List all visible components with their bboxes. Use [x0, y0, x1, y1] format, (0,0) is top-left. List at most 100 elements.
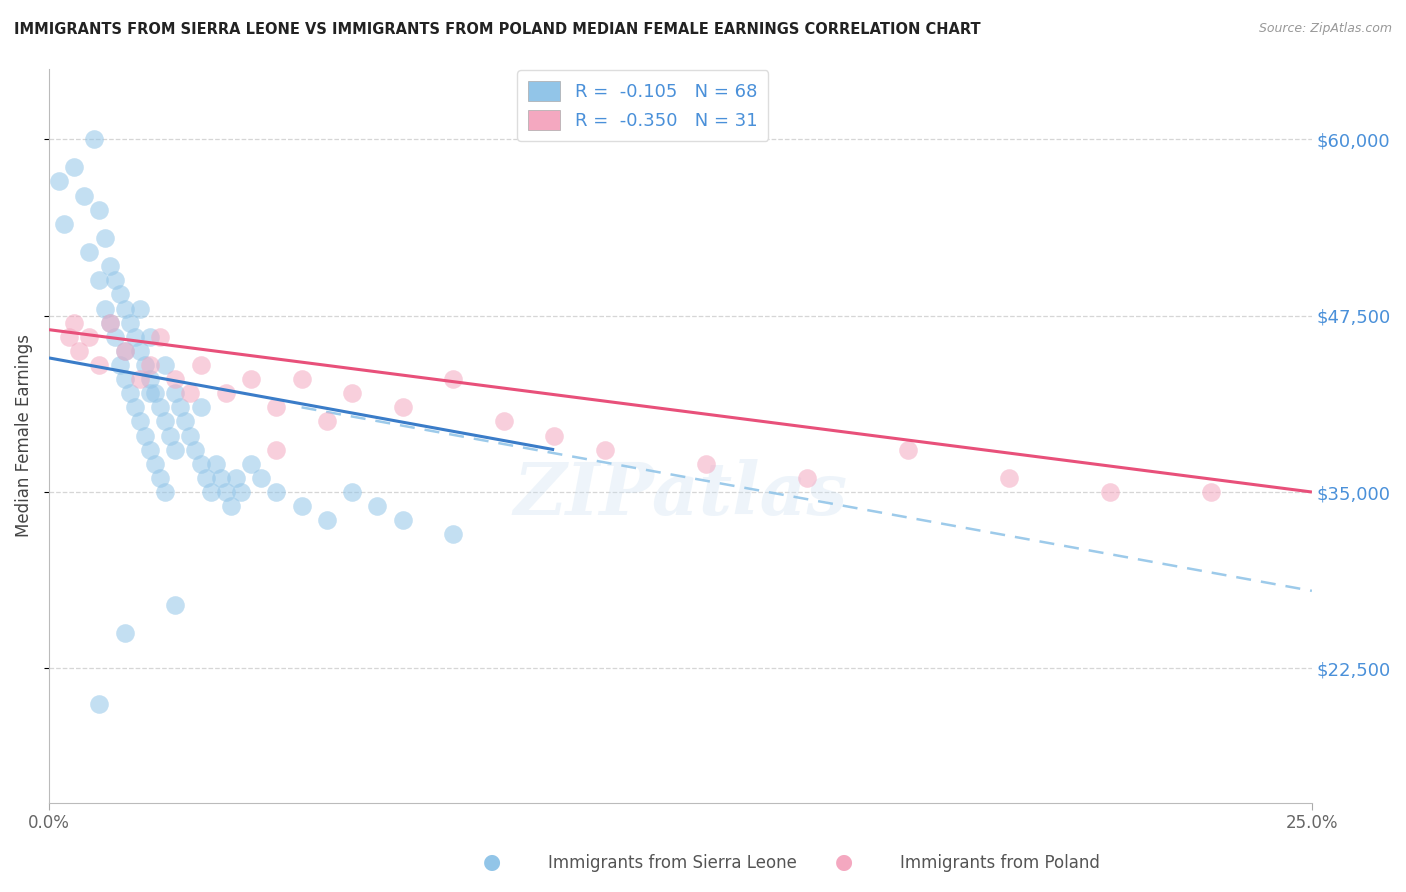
Point — [153, 414, 176, 428]
Point — [48, 174, 70, 188]
Point — [153, 485, 176, 500]
Point — [340, 485, 363, 500]
Point — [315, 513, 337, 527]
Point — [93, 301, 115, 316]
Point — [63, 316, 86, 330]
Point — [143, 457, 166, 471]
Text: ●: ● — [484, 853, 501, 872]
Point — [543, 428, 565, 442]
Point — [190, 358, 212, 372]
Point — [165, 598, 187, 612]
Point — [104, 330, 127, 344]
Point — [129, 414, 152, 428]
Point — [67, 343, 90, 358]
Point — [79, 330, 101, 344]
Text: Immigrants from Sierra Leone: Immigrants from Sierra Leone — [548, 855, 797, 872]
Point — [159, 428, 181, 442]
Point — [139, 372, 162, 386]
Point — [1098, 485, 1121, 500]
Legend: R =  -0.105   N = 68, R =  -0.350   N = 31: R = -0.105 N = 68, R = -0.350 N = 31 — [517, 70, 768, 141]
Point — [153, 358, 176, 372]
Point — [215, 386, 238, 401]
Point — [63, 161, 86, 175]
Point — [200, 485, 222, 500]
Point — [796, 471, 818, 485]
Point — [83, 132, 105, 146]
Point — [129, 301, 152, 316]
Point — [266, 442, 288, 457]
Text: Source: ZipAtlas.com: Source: ZipAtlas.com — [1258, 22, 1392, 36]
Point — [114, 343, 136, 358]
Point — [174, 414, 197, 428]
Point — [98, 259, 121, 273]
Point — [219, 499, 242, 513]
Point — [1199, 485, 1222, 500]
Point — [149, 471, 172, 485]
Point — [89, 697, 111, 711]
Point — [169, 401, 191, 415]
Point — [89, 202, 111, 217]
Point — [290, 499, 312, 513]
Point — [194, 471, 217, 485]
Point — [179, 428, 201, 442]
Point — [209, 471, 232, 485]
Point — [134, 358, 156, 372]
Point — [114, 343, 136, 358]
Point — [139, 442, 162, 457]
Point — [114, 301, 136, 316]
Point — [179, 386, 201, 401]
Point — [250, 471, 273, 485]
Point — [165, 386, 187, 401]
Point — [340, 386, 363, 401]
Point — [204, 457, 226, 471]
Point — [114, 626, 136, 640]
Point — [165, 442, 187, 457]
Point — [139, 386, 162, 401]
Point — [124, 401, 146, 415]
Point — [58, 330, 80, 344]
Text: IMMIGRANTS FROM SIERRA LEONE VS IMMIGRANTS FROM POLAND MEDIAN FEMALE EARNINGS CO: IMMIGRANTS FROM SIERRA LEONE VS IMMIGRAN… — [14, 22, 981, 37]
Point — [53, 217, 76, 231]
Point — [441, 372, 464, 386]
Point — [695, 457, 717, 471]
Point — [79, 245, 101, 260]
Point — [997, 471, 1019, 485]
Point — [190, 401, 212, 415]
Point — [134, 428, 156, 442]
Point — [165, 372, 187, 386]
Point — [124, 330, 146, 344]
Point — [593, 442, 616, 457]
Point — [149, 330, 172, 344]
Point — [98, 316, 121, 330]
Text: ZIPatlas: ZIPatlas — [513, 458, 848, 530]
Point — [114, 372, 136, 386]
Y-axis label: Median Female Earnings: Median Female Earnings — [15, 334, 32, 537]
Point — [149, 401, 172, 415]
Point — [266, 485, 288, 500]
Point — [391, 513, 413, 527]
Point — [89, 273, 111, 287]
Text: Immigrants from Poland: Immigrants from Poland — [900, 855, 1099, 872]
Point — [240, 457, 263, 471]
Point — [139, 358, 162, 372]
Point — [366, 499, 388, 513]
Point — [104, 273, 127, 287]
Point — [184, 442, 207, 457]
Point — [129, 343, 152, 358]
Point — [441, 527, 464, 541]
Point — [89, 358, 111, 372]
Point — [139, 330, 162, 344]
Point — [190, 457, 212, 471]
Point — [897, 442, 920, 457]
Point — [98, 316, 121, 330]
Point — [290, 372, 312, 386]
Point — [391, 401, 413, 415]
Point — [118, 316, 141, 330]
Point — [93, 231, 115, 245]
Text: ●: ● — [835, 853, 852, 872]
Point — [108, 287, 131, 301]
Point — [143, 386, 166, 401]
Point — [225, 471, 247, 485]
Point — [108, 358, 131, 372]
Point — [229, 485, 252, 500]
